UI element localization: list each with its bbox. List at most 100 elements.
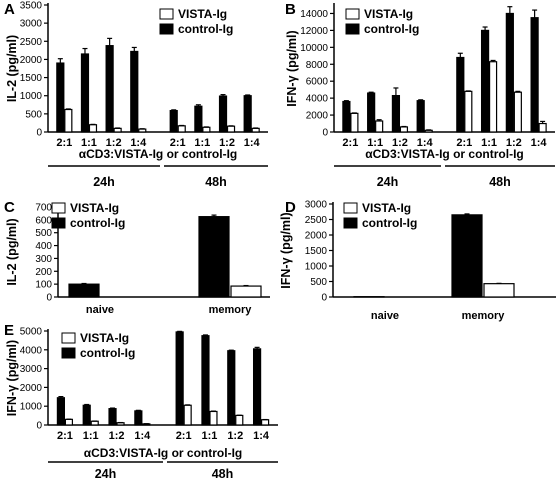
bar-control [80,53,90,133]
panel-a: A IL-2 (pg/ml) 0 500 1000 1500 2000 2500 3000 350… [4,1,268,189]
x-category-label: 1:4 [130,137,147,149]
y-tick-label: 0 [36,128,42,139]
x-category-label: 1:1 [202,430,218,442]
legend-label-vista: VISTA-Ig [364,7,413,21]
y-tick-label: 500 [35,228,52,239]
legend-swatch-vista [159,8,174,20]
bar-control [505,12,514,133]
y-tick-label: 1000 [20,402,43,413]
bar-control [252,348,262,426]
legend-swatch-control [51,217,66,229]
y-tick-label: 1500 [20,73,43,84]
bar-vista [90,420,99,426]
y-tick-label: 0 [322,128,328,139]
x-category-label: 1:4 [244,137,261,149]
x-category-label: 2:1 [456,137,472,149]
legend-swatch-vista [51,202,66,214]
y-tick-label: 2000 [20,55,43,66]
y-tick-label: 400 [35,241,52,252]
legend-swatch-vista [61,332,76,344]
legend-label-vista: VISTA-Ig [70,201,119,215]
legend-swatch-control [343,217,358,229]
y-axis-label: IL-2 (pg/ml) [5,218,19,285]
bar-vista [113,127,122,133]
bar-control [194,105,203,133]
group-label: 24h [93,175,115,189]
panel-letter: D [285,199,296,216]
bar-control [391,94,401,133]
panel-letter: A [4,1,15,18]
y-tick-label: 6000 [306,77,329,88]
y-tick-label: 2000 [306,111,329,122]
bar-vista [464,90,473,133]
x-category-label: 1:1 [367,137,383,149]
y-tick-label: 8000 [306,60,329,71]
legend-swatch-control [345,23,360,35]
legend-label-control: control-Ig [178,22,233,36]
y-tick-label: 3000 [20,19,43,30]
legend-label-control: control-Ig [80,346,135,360]
bar-control [480,29,490,133]
x-axis-group-label: αCD3:VISTA-Ig or control-Ig [84,446,242,460]
y-tick-label: 1000 [305,262,328,273]
bar-vista [177,125,186,133]
y-tick-label: 12000 [300,26,328,37]
group-label: 48h [489,175,511,189]
x-category-label: 1:4 [134,430,151,442]
bar-control [201,335,210,426]
group-label: 48h [212,467,234,481]
x-category-label: 1:2 [227,430,243,442]
bar-control [68,283,100,298]
y-tick-label: 0 [321,293,327,304]
x-category-label: 1:4 [253,430,270,442]
bar-vista [538,122,547,133]
y-tick-label: 2500 [305,215,328,226]
bar-vista [260,419,270,426]
x-category-label: 1:2 [392,137,408,149]
x-category-label: 1:2 [106,137,122,149]
x-category-label: 1:4 [417,137,434,149]
bar-vista [209,410,218,426]
bar-control [227,350,236,426]
bar-control [243,95,252,133]
x-category-label: 1:2 [219,137,235,149]
legend-swatch-vista [343,202,358,214]
legend-label-control: control-Ig [362,216,417,230]
y-tick-label: 200 [35,267,52,278]
group-label: 48h [205,175,227,189]
x-axis-group-label: αCD3:VISTA-Ig or control-Ig [79,147,237,161]
bar-vista [251,127,260,133]
legend-swatch-control [61,347,76,359]
x-category-label: 1:1 [194,137,210,149]
panel-letter: E [4,322,14,339]
bar-vista [399,126,409,133]
x-category-label: memory [462,310,506,322]
y-tick-label: 1500 [305,246,328,257]
y-tick-label: 14000 [300,9,328,20]
legend-label-control: control-Ig [364,22,419,36]
y-tick-label: 1000 [20,91,43,102]
x-category-label: naive [371,310,399,322]
legend-label-vista: VISTA-Ig [178,7,227,21]
panel-b: B IFN-γ (pg/ml) 0 2000 4000 6000 8000 10000 1200… [285,1,555,189]
y-tick-label: 600 [35,215,52,226]
bar-vista [183,404,192,426]
y-tick-label: 2500 [20,37,43,48]
x-category-label: 1:1 [481,137,497,149]
bar-vista [513,91,522,133]
legend-swatch-control [159,23,174,35]
y-tick-label: 100 [35,280,52,291]
x-category-label: 2:1 [170,137,186,149]
bar-control [367,92,376,133]
bar-control [169,109,178,133]
bar-control [82,404,91,426]
bar-control [198,216,230,298]
panel-letter: C [4,199,15,216]
panel-letter: B [285,1,296,18]
y-tick-label: 4000 [20,345,43,356]
y-tick-label: 0 [36,421,42,432]
x-category-label: 2:1 [57,430,73,442]
